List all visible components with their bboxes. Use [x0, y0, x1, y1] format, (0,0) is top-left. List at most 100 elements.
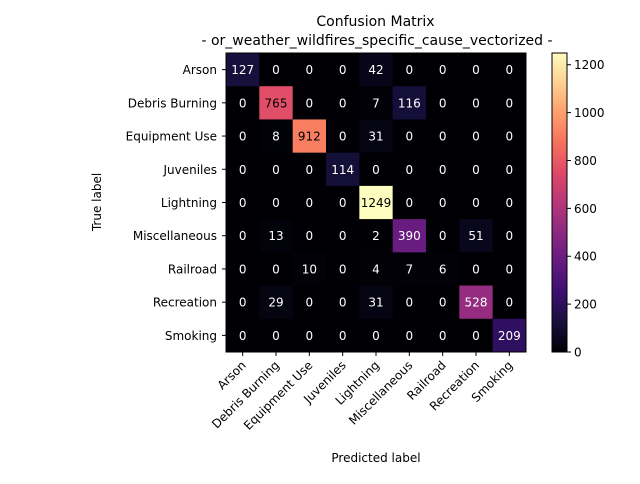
cell-value: 0	[472, 163, 480, 177]
heatmap-cell	[226, 318, 260, 353]
y-tick-label: Miscellaneous	[133, 229, 217, 243]
heatmap-cell	[326, 252, 360, 287]
heatmap-cell	[426, 252, 460, 287]
cell-value: 0	[306, 63, 314, 77]
cell-value: 0	[272, 163, 280, 177]
y-tick-label: Juveniles	[162, 163, 217, 177]
cell-value: 0	[239, 96, 247, 110]
cell-value: 0	[439, 329, 447, 343]
cell-value: 0	[372, 163, 380, 177]
y-axis: Arson Debris Burning Equipment Use Juvenile…	[126, 63, 226, 343]
heatmap-cell	[359, 285, 394, 320]
y-tick-label: Arson	[183, 63, 217, 77]
cell-value: 0	[239, 262, 247, 276]
heatmap-cell	[392, 152, 427, 187]
heatmap-cell	[292, 185, 327, 220]
cell-value: 0	[406, 130, 414, 144]
heatmap-cell	[326, 53, 360, 87]
cell-value: 0	[506, 296, 514, 310]
heatmap-cell	[459, 86, 494, 120]
heatmap-cell	[459, 119, 494, 154]
cell-value: 765	[265, 96, 288, 110]
y-tick-label: Equipment Use	[126, 130, 217, 144]
heatmap-cell	[292, 285, 327, 320]
cell-value: 31	[368, 296, 383, 310]
heatmap-cell	[292, 219, 327, 253]
cell-value: 0	[506, 262, 514, 276]
cell-value: 4	[372, 262, 380, 276]
heatmap-cell	[259, 185, 294, 220]
heatmap-cell	[326, 285, 360, 320]
heatmap-cell	[259, 86, 294, 120]
cell-value: 0	[506, 96, 514, 110]
colorbar-tick-label: 400	[574, 250, 597, 264]
cell-value: 0	[439, 196, 447, 210]
cell-value: 912	[298, 130, 321, 144]
colorbar-axis: 0 200 400 600 800 1000 1200	[567, 58, 605, 360]
chart-title: Confusion Matrix	[316, 14, 434, 30]
cell-value: 0	[339, 262, 347, 276]
cell-value: 0	[406, 163, 414, 177]
heatmap-cell	[226, 86, 260, 120]
cell-value: 0	[439, 96, 447, 110]
cell-value: 528	[465, 296, 488, 310]
heatmap-cell	[326, 318, 360, 353]
cell-value: 0	[306, 196, 314, 210]
cell-value: 0	[306, 229, 314, 243]
heatmap-cell	[359, 219, 394, 253]
heatmap-cell	[492, 119, 527, 154]
cell-value: 0	[406, 196, 414, 210]
heatmap-cell	[292, 53, 327, 87]
heatmap-cell	[492, 185, 527, 220]
cell-value: 51	[468, 229, 483, 243]
heatmap-cell	[426, 185, 460, 220]
heatmap-cell-labels: 127 0 0 0 42 0 0 0 00 765 0 0 7 116 0 0 00 8 912 0 31 0 0 0 00 0 0…	[231, 63, 521, 343]
cell-value: 0	[272, 63, 280, 77]
heatmap-cell	[226, 219, 260, 253]
heatmap-cell	[459, 252, 494, 287]
heatmap-cell	[259, 152, 294, 187]
cell-value: 31	[368, 130, 383, 144]
heatmap-cell	[426, 285, 460, 320]
heatmap-cell	[226, 119, 260, 154]
heatmap-cell	[326, 219, 360, 253]
cell-value: 114	[331, 163, 354, 177]
heatmap-cell	[492, 152, 527, 187]
heatmap-cell	[226, 152, 260, 187]
cell-value: 209	[498, 329, 521, 343]
cell-value: 116	[398, 96, 421, 110]
heatmap-cell	[459, 219, 494, 253]
heatmap-cell	[226, 285, 260, 320]
heatmap-cell	[326, 185, 360, 220]
heatmap-cell	[392, 86, 427, 120]
cell-value: 0	[306, 296, 314, 310]
cell-value: 42	[368, 63, 383, 77]
heatmap-cell	[226, 252, 260, 287]
heatmap-cell	[426, 86, 460, 120]
cell-value: 0	[472, 196, 480, 210]
cell-value: 0	[472, 329, 480, 343]
colorbar-tick-label: 0	[574, 346, 582, 360]
cell-value: 0	[406, 63, 414, 77]
cell-value: 0	[239, 296, 247, 310]
heatmap-cell	[492, 219, 527, 253]
colorbar-tick-label: 1000	[574, 106, 605, 120]
colorbar	[551, 52, 568, 353]
heatmap-cell	[492, 252, 527, 287]
cell-value: 0	[472, 96, 480, 110]
cell-value: 0	[306, 96, 314, 110]
heatmap-cell	[426, 53, 460, 87]
cell-value: 0	[339, 329, 347, 343]
cell-value: 0	[439, 130, 447, 144]
heatmap-cell	[259, 53, 294, 87]
cell-value: 0	[306, 163, 314, 177]
cell-value: 0	[372, 329, 380, 343]
colorbar-tick-label: 200	[574, 298, 597, 312]
cell-value: 0	[339, 196, 347, 210]
y-tick-label: Recreation	[153, 296, 217, 310]
heatmap-cell	[292, 86, 327, 120]
cell-value: 0	[239, 163, 247, 177]
cell-value: 10	[302, 262, 317, 276]
heatmap-cell	[459, 152, 494, 187]
